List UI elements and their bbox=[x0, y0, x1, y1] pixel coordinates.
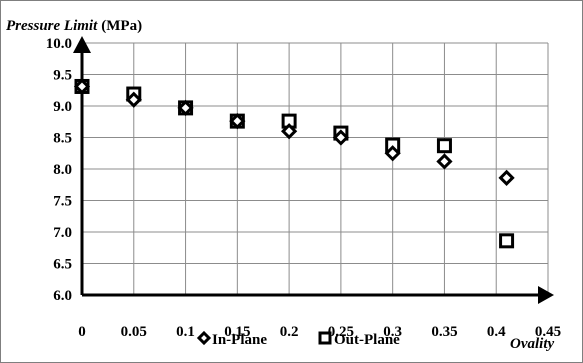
y-tick-label: 9.0 bbox=[53, 99, 72, 115]
x-axis-arrow-icon bbox=[538, 286, 554, 304]
in-plane-point bbox=[177, 99, 194, 117]
out-plane-point bbox=[499, 233, 515, 249]
data-points bbox=[73, 78, 515, 249]
y-tick-label: 7.0 bbox=[53, 225, 72, 241]
y-tick-label: 8.5 bbox=[53, 131, 72, 147]
in-plane-series bbox=[73, 78, 515, 186]
y-tick-label: 7.5 bbox=[53, 194, 72, 210]
y-axis-title: Pressure Limit (MPa) bbox=[6, 18, 142, 34]
in-plane-point bbox=[125, 91, 142, 108]
legend-label: Out-Plane bbox=[334, 332, 400, 348]
y-axis-title-text: Pressure Limit bbox=[6, 18, 98, 34]
x-tick-label: 0.3 bbox=[383, 324, 402, 340]
x-tick-label: 0.2 bbox=[280, 324, 299, 340]
in-plane-point bbox=[229, 112, 246, 130]
out-plane-point bbox=[436, 138, 452, 154]
x-axis-title: Ovality bbox=[510, 336, 554, 352]
x-tick-label: 0.45 bbox=[535, 324, 561, 340]
legend-item: In-Plane bbox=[196, 330, 267, 348]
x-tick-label: 0 bbox=[78, 324, 86, 340]
x-tick-label: 0.05 bbox=[121, 324, 147, 340]
y-tick-label: 6.5 bbox=[53, 257, 72, 273]
in-plane-point bbox=[384, 145, 401, 162]
legend-item: Out-Plane bbox=[318, 331, 400, 348]
in-plane-point bbox=[332, 129, 350, 146]
tick-labels: 6.0 6.5 7.0 7.5 8.0 8.5 9.0 9.5 10.0 0 0.05 0.1 0.15… bbox=[46, 36, 561, 340]
in-plane-point bbox=[73, 78, 91, 95]
legend: In-Plane Out-Plane bbox=[196, 330, 400, 348]
y-axis-title-unit: (MPa) bbox=[101, 18, 142, 34]
y-tick-label: 9.5 bbox=[53, 68, 72, 84]
x-tick-label: 0.15 bbox=[224, 324, 250, 340]
y-axis-arrow-icon bbox=[73, 36, 91, 53]
y-tick-label: 8.0 bbox=[53, 162, 72, 178]
legend-square-icon bbox=[318, 331, 332, 345]
in-plane-point bbox=[498, 169, 515, 186]
x-tick-label: 0.35 bbox=[431, 324, 457, 340]
legend-diamond-icon bbox=[196, 330, 212, 346]
x-tick-label: 0.1 bbox=[176, 324, 195, 340]
y-tick-label: 6.0 bbox=[53, 288, 72, 304]
x-tick-label: 0.4 bbox=[487, 324, 506, 340]
in-plane-point bbox=[280, 123, 298, 140]
y-tick-label: 10.0 bbox=[46, 36, 72, 52]
legend-label: In-Plane bbox=[212, 332, 267, 348]
in-plane-point bbox=[436, 153, 453, 170]
x-tick-label: 0.25 bbox=[328, 324, 354, 340]
